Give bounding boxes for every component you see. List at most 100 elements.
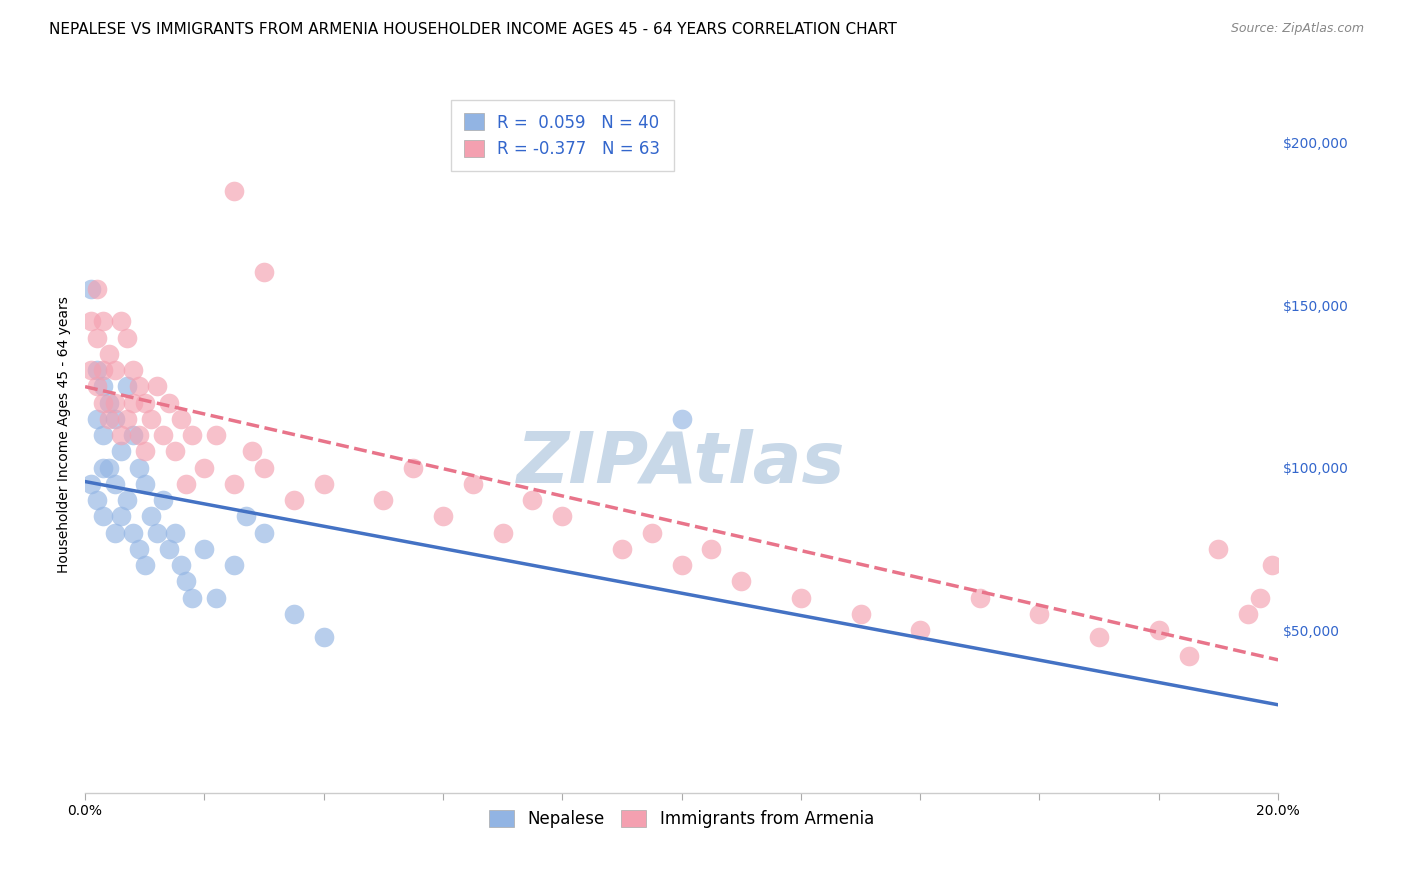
Point — [522, 493, 544, 508]
Point — [145, 525, 167, 540]
Point — [121, 428, 143, 442]
Point — [224, 476, 246, 491]
Point — [128, 541, 150, 556]
Point — [91, 379, 114, 393]
Point — [86, 379, 108, 393]
Point — [253, 265, 276, 279]
Point — [121, 525, 143, 540]
Point — [128, 379, 150, 393]
Point — [163, 444, 186, 458]
Point — [86, 493, 108, 508]
Point — [373, 493, 395, 508]
Point — [134, 558, 156, 573]
Point — [104, 411, 127, 425]
Point — [86, 363, 108, 377]
Point — [235, 509, 257, 524]
Point — [641, 525, 664, 540]
Point — [104, 395, 127, 409]
Point — [181, 591, 204, 605]
Point — [139, 411, 162, 425]
Point — [193, 460, 215, 475]
Point — [169, 411, 191, 425]
Point — [134, 395, 156, 409]
Point — [139, 509, 162, 524]
Point — [157, 395, 180, 409]
Point — [128, 428, 150, 442]
Point — [134, 444, 156, 458]
Point — [152, 428, 174, 442]
Point — [491, 525, 513, 540]
Text: NEPALESE VS IMMIGRANTS FROM ARMENIA HOUSEHOLDER INCOME AGES 45 - 64 YEARS CORREL: NEPALESE VS IMMIGRANTS FROM ARMENIA HOUS… — [49, 22, 897, 37]
Point — [1208, 541, 1230, 556]
Point — [104, 525, 127, 540]
Point — [176, 476, 198, 491]
Point — [104, 363, 127, 377]
Point — [240, 444, 263, 458]
Point — [97, 347, 120, 361]
Point — [205, 428, 228, 442]
Point — [1028, 607, 1050, 621]
Point — [969, 591, 991, 605]
Point — [80, 363, 103, 377]
Point — [97, 411, 120, 425]
Text: Source: ZipAtlas.com: Source: ZipAtlas.com — [1230, 22, 1364, 36]
Point — [169, 558, 191, 573]
Point — [97, 395, 120, 409]
Point — [312, 476, 335, 491]
Point — [145, 379, 167, 393]
Point — [121, 363, 143, 377]
Point — [91, 428, 114, 442]
Point — [91, 314, 114, 328]
Point — [283, 493, 305, 508]
Point — [253, 525, 276, 540]
Point — [91, 509, 114, 524]
Point — [551, 509, 574, 524]
Point — [193, 541, 215, 556]
Point — [110, 444, 132, 458]
Point — [91, 460, 114, 475]
Point — [671, 558, 693, 573]
Point — [312, 630, 335, 644]
Point — [152, 493, 174, 508]
Point — [1177, 649, 1199, 664]
Point — [134, 476, 156, 491]
Point — [1088, 630, 1111, 644]
Point — [224, 184, 246, 198]
Point — [1237, 607, 1260, 621]
Point — [176, 574, 198, 589]
Point — [700, 541, 723, 556]
Point — [849, 607, 872, 621]
Point — [181, 428, 204, 442]
Point — [1249, 591, 1271, 605]
Point — [128, 460, 150, 475]
Point — [97, 460, 120, 475]
Point — [91, 363, 114, 377]
Point — [402, 460, 425, 475]
Y-axis label: Householder Income Ages 45 - 64 years: Householder Income Ages 45 - 64 years — [58, 297, 72, 574]
Point — [86, 411, 108, 425]
Point — [157, 541, 180, 556]
Point — [91, 395, 114, 409]
Point — [1147, 623, 1170, 637]
Point — [110, 509, 132, 524]
Point — [110, 314, 132, 328]
Point — [1261, 558, 1284, 573]
Point — [671, 411, 693, 425]
Point — [80, 282, 103, 296]
Point — [86, 330, 108, 344]
Point — [115, 411, 138, 425]
Point — [730, 574, 752, 589]
Point — [86, 282, 108, 296]
Point — [205, 591, 228, 605]
Point — [790, 591, 813, 605]
Point — [163, 525, 186, 540]
Point — [432, 509, 454, 524]
Point — [115, 493, 138, 508]
Point — [80, 314, 103, 328]
Legend: Nepalese, Immigrants from Armenia: Nepalese, Immigrants from Armenia — [482, 803, 880, 834]
Text: ZIPAtlas: ZIPAtlas — [517, 429, 846, 498]
Point — [253, 460, 276, 475]
Point — [80, 476, 103, 491]
Point — [104, 476, 127, 491]
Point — [461, 476, 484, 491]
